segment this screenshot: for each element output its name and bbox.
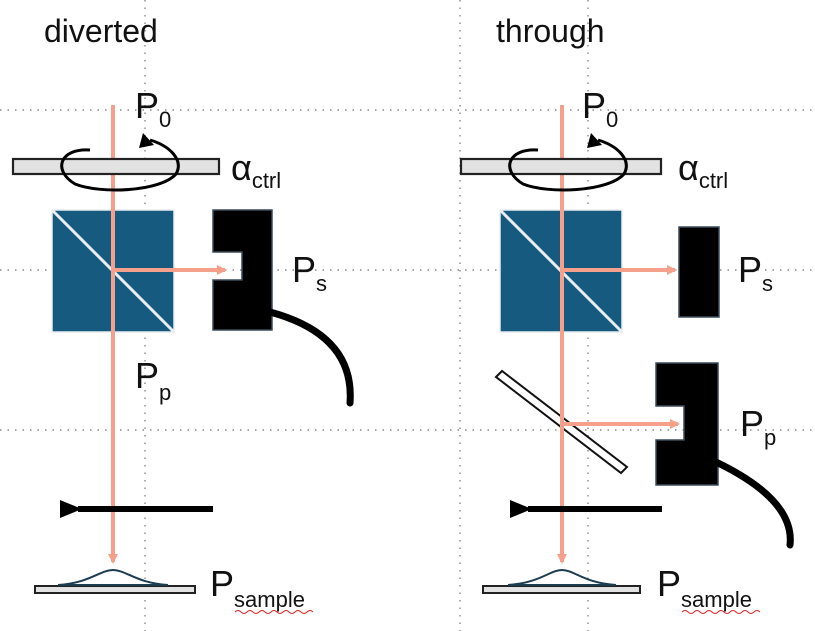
panel-diverted: diverted P0 (11, 13, 354, 614)
panel-title-diverted: diverted (44, 13, 158, 49)
input-power-label: P0 (135, 85, 171, 132)
panel-through: through (459, 13, 794, 614)
sample-slide (482, 568, 641, 594)
p-power-label: Pp (740, 403, 776, 450)
s-detector (678, 226, 720, 318)
p-power-label: Pp (135, 355, 171, 405)
waveplate (11, 157, 221, 176)
sample-power-label: Psample (210, 563, 305, 612)
waveplate (459, 157, 663, 176)
input-power-label: P0 (582, 85, 618, 132)
s-power-label: Ps (292, 249, 327, 296)
s-power-label: Ps (738, 249, 773, 296)
spellcheck-underline (681, 610, 761, 614)
rotation-icon (60, 133, 180, 192)
rotation-icon (508, 133, 628, 192)
sample-power-label: Psample (657, 563, 752, 612)
control-angle-label: αctrl (678, 147, 728, 193)
s-detector (212, 209, 354, 407)
control-angle-label: αctrl (231, 147, 281, 193)
sample-slide (34, 568, 196, 594)
spellcheck-underline (234, 610, 314, 614)
p-detector (655, 362, 794, 549)
panel-title-through: through (496, 13, 605, 49)
